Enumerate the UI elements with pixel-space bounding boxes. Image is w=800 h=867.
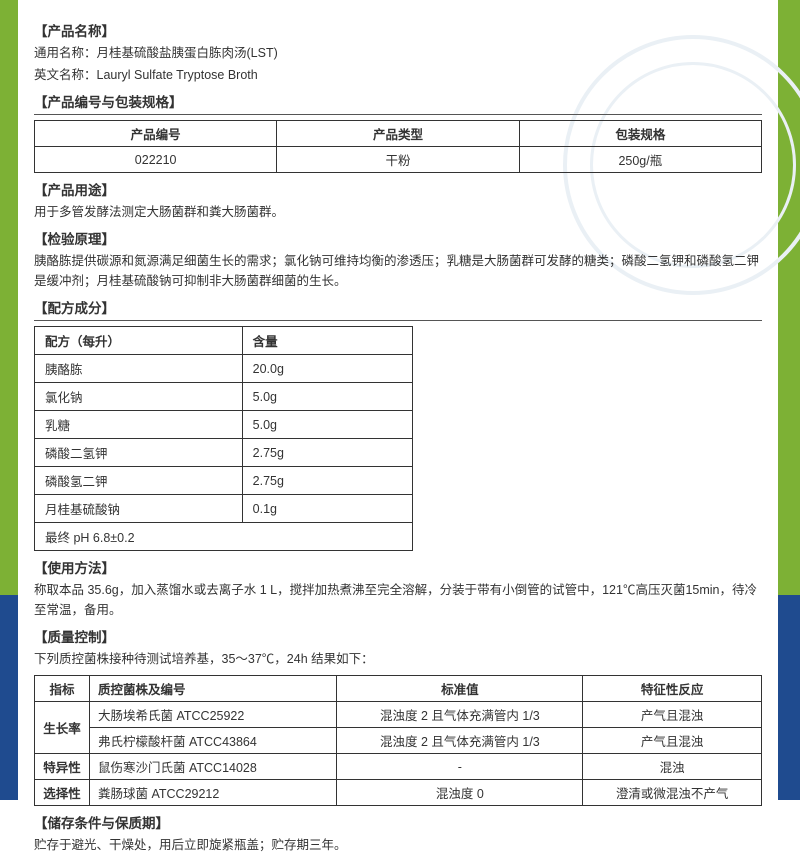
english-name: 英文名称：Lauryl Sulfate Tryptose Broth xyxy=(34,65,762,85)
cell: 5.0g xyxy=(242,383,412,411)
qc-intro: 下列质控菌株接种待测试培养基，35～37℃，24h 结果如下： xyxy=(34,649,762,669)
cell-specificity: 特异性 xyxy=(35,754,90,780)
cell: 磷酸二氢钾 xyxy=(35,439,243,467)
cell: 混浊度 2 且气体充满管内 1/3 xyxy=(337,702,583,728)
cell-selectivity: 选择性 xyxy=(35,780,90,806)
table-row: 月桂基硫酸钠0.1g xyxy=(35,495,413,523)
cell: 250g/瓶 xyxy=(519,147,761,173)
cell: 乳糖 xyxy=(35,411,243,439)
table-row: 选择性 粪肠球菌 ATCC29212 混浊度 0 澄清或微混浊不产气 xyxy=(35,780,762,806)
use-text: 用于多管发酵法测定大肠菌群和粪大肠菌群。 xyxy=(34,202,762,222)
section-formula: 配方成分 xyxy=(34,297,762,317)
usage-text: 称取本品 35.6g，加入蒸馏水或去离子水 1 L，搅拌加热煮沸至完全溶解，分装… xyxy=(34,580,762,620)
section-product-name: 产品名称 xyxy=(34,20,762,40)
th-formula: 配方（每升） xyxy=(35,327,243,355)
cell: 2.75g xyxy=(242,467,412,495)
principle-text: 胰酪胨提供碳源和氮源满足细菌生长的需求；氯化钠可维持均衡的渗透压；乳糖是大肠菌群… xyxy=(34,251,762,291)
formula-table: 配方（每升） 含量 胰酪胨20.0g 氯化钠5.0g 乳糖5.0g 磷酸二氢钾2… xyxy=(34,326,413,551)
th-strain: 质控菌株及编号 xyxy=(90,676,337,702)
common-name: 通用名称：月桂基硫酸盐胰蛋白胨肉汤(LST) xyxy=(34,43,762,63)
table-row: 最终 pH 6.8±0.2 xyxy=(35,523,413,551)
section-code: 产品编号与包装规格 xyxy=(34,91,762,111)
table-row: 特异性 鼠伤寒沙门氏菌 ATCC14028 - 混浊 xyxy=(35,754,762,780)
cell: 磷酸氢二钾 xyxy=(35,467,243,495)
cell: 混浊度 2 且气体充满管内 1/3 xyxy=(337,728,583,754)
section-principle: 检验原理 xyxy=(34,228,762,248)
cell-growth: 生长率 xyxy=(35,702,90,754)
qc-table: 指标 质控菌株及编号 标准值 特征性反应 生长率 大肠埃希氏菌 ATCC2592… xyxy=(34,675,762,806)
table-row: 弗氏柠檬酸杆菌 ATCC43864 混浊度 2 且气体充满管内 1/3 产气且混… xyxy=(35,728,762,754)
th-code: 产品编号 xyxy=(35,121,277,147)
th-type: 产品类型 xyxy=(277,121,519,147)
cell: 混浊度 0 xyxy=(337,780,583,806)
cell: 弗氏柠檬酸杆菌 ATCC43864 xyxy=(90,728,337,754)
table-row: 氯化钠5.0g xyxy=(35,383,413,411)
th-metric: 指标 xyxy=(35,676,90,702)
th-amount: 含量 xyxy=(242,327,412,355)
cell: 澄清或微混浊不产气 xyxy=(583,780,762,806)
th-react: 特征性反应 xyxy=(583,676,762,702)
cell: 产气且混浊 xyxy=(583,702,762,728)
table-row: 胰酪胨20.0g xyxy=(35,355,413,383)
cell: 产气且混浊 xyxy=(583,728,762,754)
code-table: 产品编号 产品类型 包装规格 022210 干粉 250g/瓶 xyxy=(34,120,762,173)
cell: 干粉 xyxy=(277,147,519,173)
table-row: 磷酸二氢钾2.75g xyxy=(35,439,413,467)
th-std: 标准值 xyxy=(337,676,583,702)
section-usage: 使用方法 xyxy=(34,557,762,577)
table-row: 磷酸氢二钾2.75g xyxy=(35,467,413,495)
cell: 月桂基硫酸钠 xyxy=(35,495,243,523)
cell: - xyxy=(337,754,583,780)
table-row: 生长率 大肠埃希氏菌 ATCC25922 混浊度 2 且气体充满管内 1/3 产… xyxy=(35,702,762,728)
cell: 大肠埃希氏菌 ATCC25922 xyxy=(90,702,337,728)
section-storage: 储存条件与保质期 xyxy=(34,812,762,832)
cell: 5.0g xyxy=(242,411,412,439)
divider xyxy=(34,114,762,115)
cell: 鼠伤寒沙门氏菌 ATCC14028 xyxy=(90,754,337,780)
divider xyxy=(34,320,762,321)
cell: 混浊 xyxy=(583,754,762,780)
cell: 氯化钠 xyxy=(35,383,243,411)
cell: 粪肠球菌 ATCC29212 xyxy=(90,780,337,806)
storage-text: 贮存于避光、干燥处，用后立即旋紧瓶盖；贮存期三年。 xyxy=(34,835,762,855)
cell: 胰酪胨 xyxy=(35,355,243,383)
document-page: 产品名称 通用名称：月桂基硫酸盐胰蛋白胨肉汤(LST) 英文名称：Lauryl … xyxy=(18,0,778,867)
cell: 最终 pH 6.8±0.2 xyxy=(35,523,413,551)
section-qc: 质量控制 xyxy=(34,626,762,646)
section-use: 产品用途 xyxy=(34,179,762,199)
cell: 0.1g xyxy=(242,495,412,523)
cell: 022210 xyxy=(35,147,277,173)
th-spec: 包装规格 xyxy=(519,121,761,147)
cell: 2.75g xyxy=(242,439,412,467)
table-row: 乳糖5.0g xyxy=(35,411,413,439)
cell: 20.0g xyxy=(242,355,412,383)
table-row: 022210 干粉 250g/瓶 xyxy=(35,147,762,173)
